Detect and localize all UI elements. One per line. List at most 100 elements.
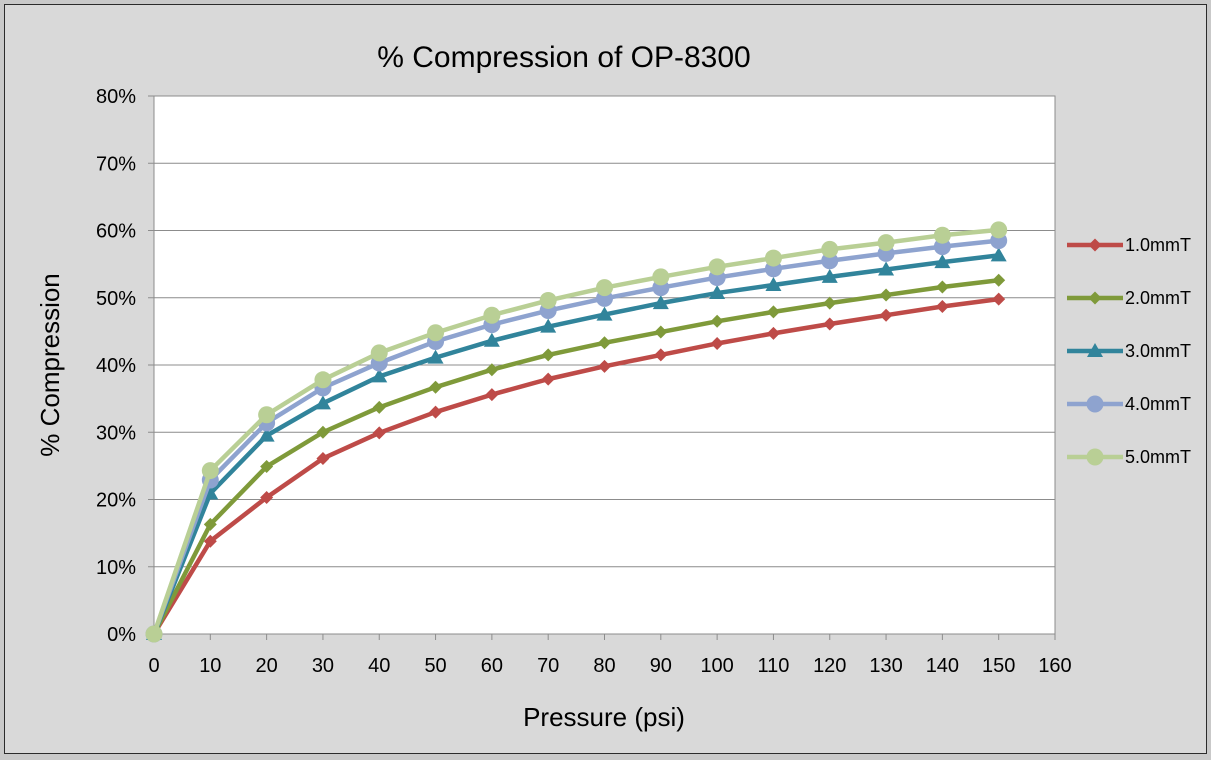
data-point — [992, 292, 1006, 306]
data-point — [203, 517, 217, 531]
data-point — [990, 221, 1008, 239]
data-point — [654, 325, 668, 339]
data-point — [935, 280, 949, 294]
data-point — [823, 317, 837, 331]
data-point — [316, 425, 330, 439]
x-tick-label: 100 — [700, 655, 733, 677]
x-tick-label: 0 — [148, 655, 159, 677]
y-tick-label: 70% — [96, 153, 136, 175]
series-3.0mmT — [146, 247, 1007, 640]
y-tick-label: 10% — [96, 557, 136, 579]
data-point — [766, 305, 780, 319]
data-point — [485, 363, 499, 377]
data-point — [485, 388, 499, 402]
x-tick-label: 50 — [424, 655, 446, 677]
data-point — [314, 371, 332, 389]
y-tick-label: 0% — [107, 624, 136, 646]
x-tick-label: 140 — [926, 655, 959, 677]
data-point — [596, 279, 613, 297]
data-point — [933, 226, 951, 244]
legend-item: 3.0mmT — [1067, 341, 1191, 361]
y-tick-label: 40% — [96, 355, 136, 377]
data-point — [539, 291, 557, 309]
x-tick-label: 110 — [757, 655, 789, 677]
data-point — [765, 276, 782, 291]
data-point — [652, 295, 669, 310]
series-5.0mmT — [145, 221, 1008, 643]
legend-item: 4.0mmT — [1067, 394, 1191, 414]
x-tick-label: 10 — [199, 655, 221, 677]
data-point — [766, 326, 780, 340]
data-point — [879, 308, 893, 322]
series-2.0mmT — [147, 273, 1006, 641]
data-point — [371, 368, 388, 383]
data-point — [708, 258, 726, 276]
data-point — [314, 395, 331, 410]
legend-label: 3.0mmT — [1125, 341, 1191, 361]
data-point — [429, 405, 443, 419]
data-point — [823, 296, 837, 310]
x-tick-label: 80 — [593, 655, 615, 677]
axes: 0% 10% 20% 30% 40% 50% 60% 70% 80% 0 10 20 30 40 50 60 7… — [96, 86, 1072, 677]
data-point — [483, 306, 501, 324]
data-point — [598, 359, 611, 373]
data-point — [821, 268, 838, 283]
x-tick-label: 60 — [481, 655, 503, 677]
series-line — [151, 253, 999, 635]
series-line — [152, 296, 999, 636]
x-tick-label: 150 — [982, 655, 1015, 677]
legend-item: 2.0mmT — [1067, 288, 1191, 308]
data-point — [598, 336, 611, 350]
data-point — [372, 400, 386, 414]
y-tick-label: 50% — [96, 288, 136, 310]
series-line — [151, 227, 999, 635]
x-tick-label: 90 — [650, 655, 672, 677]
data-point — [992, 273, 1006, 287]
x-tick-label: 120 — [813, 655, 846, 677]
data-point — [145, 625, 163, 643]
data-point — [427, 349, 444, 364]
y-axis-title: % Compression — [35, 273, 65, 457]
legend-label: 4.0mmT — [1125, 394, 1191, 414]
data-point — [260, 490, 274, 504]
chart-title: % Compression of OP-8300 — [377, 41, 751, 74]
y-tick-label: 20% — [96, 490, 136, 512]
data-point — [372, 426, 386, 440]
y-tick-label: 60% — [96, 221, 136, 243]
x-tick-label: 130 — [869, 655, 902, 677]
data-point — [821, 240, 839, 258]
data-point — [541, 348, 555, 362]
data-point — [370, 344, 388, 362]
data-point — [260, 460, 274, 474]
series-line — [151, 278, 999, 636]
x-tick-label: 160 — [1038, 655, 1071, 677]
data-point — [935, 299, 949, 313]
series-line — [151, 238, 999, 635]
data-point — [541, 372, 555, 386]
legend-marker — [1086, 395, 1104, 413]
data-point — [654, 348, 668, 362]
x-tick-label: 70 — [537, 655, 559, 677]
data-point — [201, 462, 219, 480]
legend-item: 5.0mmT — [1067, 447, 1191, 467]
data-point — [596, 306, 613, 321]
legend-marker — [1088, 238, 1102, 252]
data-point — [203, 534, 217, 548]
data-point — [258, 427, 275, 442]
data-point — [764, 249, 782, 267]
x-tick-label: 30 — [312, 655, 334, 677]
series-1.0mmT — [147, 292, 1006, 641]
data-point — [540, 318, 557, 333]
x-tick-label: 20 — [256, 655, 278, 677]
legend-item: 1.0mmT — [1067, 235, 1191, 255]
x-axis-title: Pressure (psi) — [523, 702, 685, 732]
y-tick-label: 80% — [96, 86, 136, 108]
data-point — [710, 314, 724, 328]
x-tick-label: 40 — [368, 655, 390, 677]
data-point — [878, 261, 895, 276]
legend-marker — [1087, 343, 1103, 357]
legend-label: 2.0mmT — [1125, 288, 1191, 308]
data-point — [427, 324, 445, 342]
data-point — [258, 406, 276, 424]
data-point — [483, 332, 500, 347]
